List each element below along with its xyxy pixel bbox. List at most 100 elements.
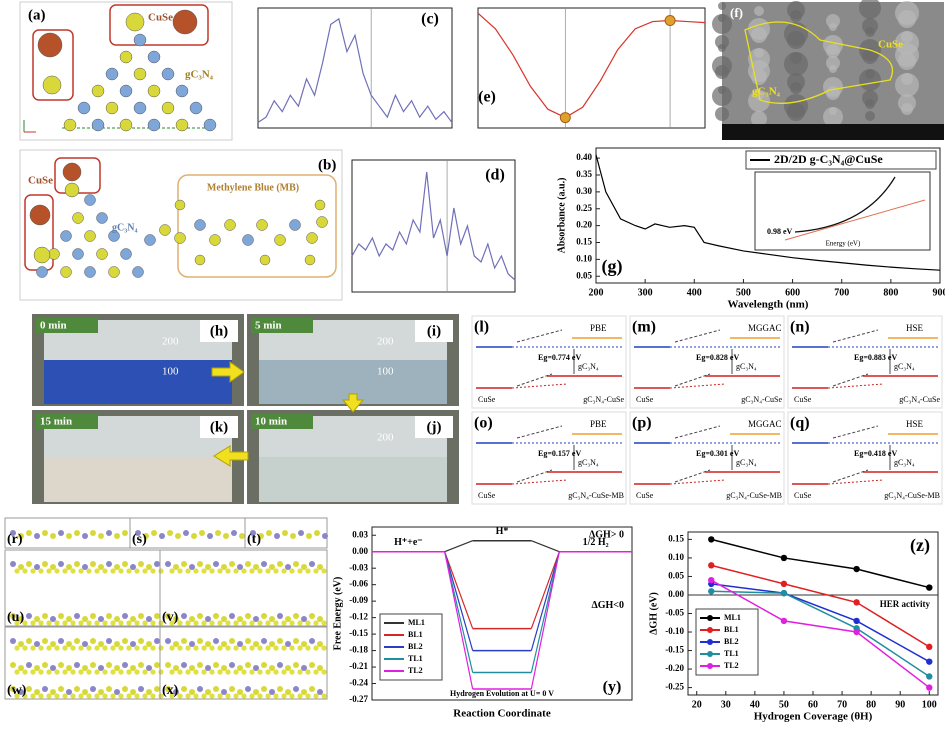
atom	[120, 85, 132, 97]
beaker-scale: 200	[377, 336, 394, 348]
material-label: gC₃N₄	[894, 458, 915, 467]
atom	[289, 693, 294, 698]
atom	[146, 616, 152, 622]
atom	[102, 620, 107, 625]
data-point	[781, 590, 787, 596]
x-tick-label: 80	[866, 699, 876, 710]
y-axis-label: Free Energy (eV)	[332, 577, 343, 651]
atom	[210, 235, 221, 246]
y-axis-label: Absorbance (a.u.)	[556, 178, 567, 254]
x-tick-label: 30	[721, 699, 731, 710]
y-tick-label: 0.15	[576, 237, 592, 247]
atom	[150, 620, 155, 625]
atom	[281, 669, 286, 674]
atom	[154, 662, 160, 668]
atom	[162, 102, 174, 114]
method-label: PBE	[590, 323, 607, 333]
atom	[38, 568, 43, 573]
atom	[134, 645, 139, 650]
system-label: gC₃N₄-CuSe-MB	[568, 491, 624, 500]
legend-label: ML1	[724, 613, 741, 622]
legend-label: BL2	[408, 642, 423, 651]
atom	[106, 686, 112, 692]
beaker-scale: 200	[162, 336, 179, 348]
atom	[46, 693, 51, 698]
atom	[313, 693, 318, 698]
atom	[307, 233, 318, 244]
sem-texture	[715, 35, 729, 49]
atom	[223, 533, 229, 539]
panel-label: (j)	[427, 419, 442, 435]
sem-texture	[754, 6, 764, 16]
atom	[285, 665, 291, 671]
atom	[293, 613, 299, 619]
atom	[321, 568, 326, 573]
atom	[10, 561, 16, 567]
atom	[92, 119, 104, 131]
atom	[306, 533, 312, 539]
solution	[44, 457, 232, 502]
atom	[90, 530, 96, 536]
x-tick-label: 400	[687, 287, 702, 298]
atom	[293, 561, 299, 567]
atom	[34, 665, 40, 671]
atom	[58, 638, 64, 644]
atom	[197, 638, 203, 644]
atom	[189, 641, 195, 647]
atom	[321, 669, 326, 674]
atom	[42, 613, 48, 619]
atom	[190, 102, 202, 114]
sem-texture	[826, 56, 840, 70]
atom	[285, 616, 291, 622]
atom	[177, 669, 182, 674]
atom	[138, 686, 144, 692]
material-label: CuSe	[636, 491, 654, 500]
gap-label: Eg=0.883 eV	[854, 353, 897, 362]
data-point	[708, 577, 714, 583]
atom	[106, 613, 112, 619]
atom	[277, 686, 283, 692]
atom	[253, 665, 259, 671]
atom	[314, 530, 320, 536]
atom	[281, 693, 286, 698]
data-point	[926, 644, 932, 650]
atom	[18, 564, 24, 570]
atom	[70, 693, 75, 698]
atom	[185, 620, 190, 625]
atom	[50, 665, 56, 671]
sem-texture	[895, 1, 919, 25]
atom	[54, 693, 59, 698]
atom	[313, 645, 318, 650]
atom	[173, 564, 179, 570]
species-label: CuSe	[28, 175, 53, 187]
atom	[134, 102, 146, 114]
atom	[14, 645, 19, 650]
panel-label: (q)	[790, 415, 810, 432]
page: Figure body { margin: 0; background: #ff…	[0, 0, 945, 730]
atom	[62, 645, 67, 650]
atom	[122, 530, 128, 536]
atom	[193, 669, 198, 674]
atom	[66, 564, 72, 570]
atom	[217, 620, 222, 625]
atom	[309, 561, 315, 567]
species-label: Methylene Blue (MB)	[207, 182, 299, 193]
legend-marker	[707, 627, 713, 633]
panel-label: (e)	[478, 89, 496, 106]
atom	[273, 693, 278, 698]
atom	[205, 616, 211, 622]
atom	[38, 645, 43, 650]
atom	[151, 530, 157, 536]
x-axis-label: Reaction Coordinate	[453, 708, 551, 720]
atom	[273, 568, 278, 573]
annotation: ΔGH> 0	[589, 529, 624, 540]
atom	[142, 568, 147, 573]
atom	[102, 568, 107, 573]
y-tick-label: 0.35	[576, 169, 592, 179]
atom	[121, 249, 132, 260]
atom	[92, 85, 104, 97]
x-tick-label: 40	[750, 699, 760, 710]
atom	[265, 568, 270, 573]
sem-texture	[823, 35, 843, 55]
sem-texture	[787, 1, 805, 19]
